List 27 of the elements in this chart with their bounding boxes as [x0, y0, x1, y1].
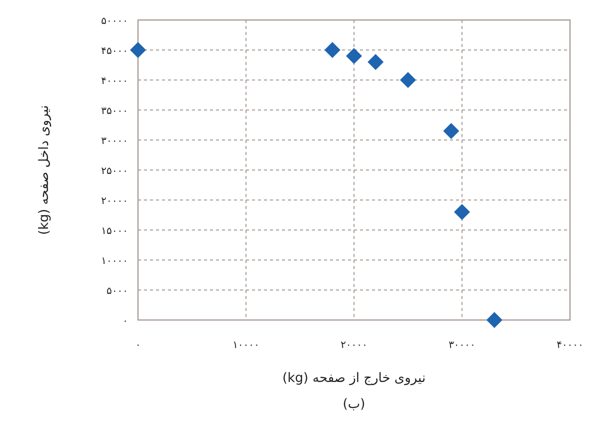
- y-axis-title: نیروی داخل صفحه (kg): [37, 105, 52, 235]
- point: [443, 123, 460, 139]
- point: [400, 72, 416, 88]
- point: [324, 42, 340, 58]
- y-tick-label: ۴۵۰۰۰: [101, 46, 128, 57]
- x-tick-label: ۳۰۰۰۰: [448, 340, 476, 351]
- y-tick-label: ۵۰۰۰: [106, 286, 128, 297]
- x-axis-title: نیروی خارج از صفحه (kg): [282, 371, 426, 386]
- text: (ب): [342, 397, 366, 412]
- point: [454, 204, 470, 220]
- x-tick-label: ۲۰۰۰۰: [340, 340, 368, 351]
- y-tick-label: ۱۵۰۰۰: [101, 226, 128, 237]
- y-tick-label: ۵۰۰۰۰: [101, 16, 128, 27]
- y-tick-label: ۱۰۰۰۰: [101, 256, 128, 267]
- y-tick-label: ۰: [122, 316, 128, 327]
- y-tick-label: ۲۵۰۰۰: [101, 166, 128, 177]
- y-tick-label: ۴۰۰۰۰: [101, 76, 128, 87]
- point: [486, 312, 502, 328]
- y-tick-label: ۳۰۰۰۰: [101, 136, 128, 147]
- x-tick-label: ۱۰۰۰۰: [232, 340, 260, 351]
- point: [130, 42, 146, 58]
- x-tick-label: ۴۰۰۰۰: [556, 340, 584, 351]
- x-tick-label: ۰: [135, 340, 141, 351]
- point: [368, 54, 384, 70]
- y-tick-label: ۲۰۰۰۰: [101, 196, 128, 207]
- y-tick-label: ۳۵۰۰۰: [101, 106, 128, 117]
- point: [346, 48, 362, 64]
